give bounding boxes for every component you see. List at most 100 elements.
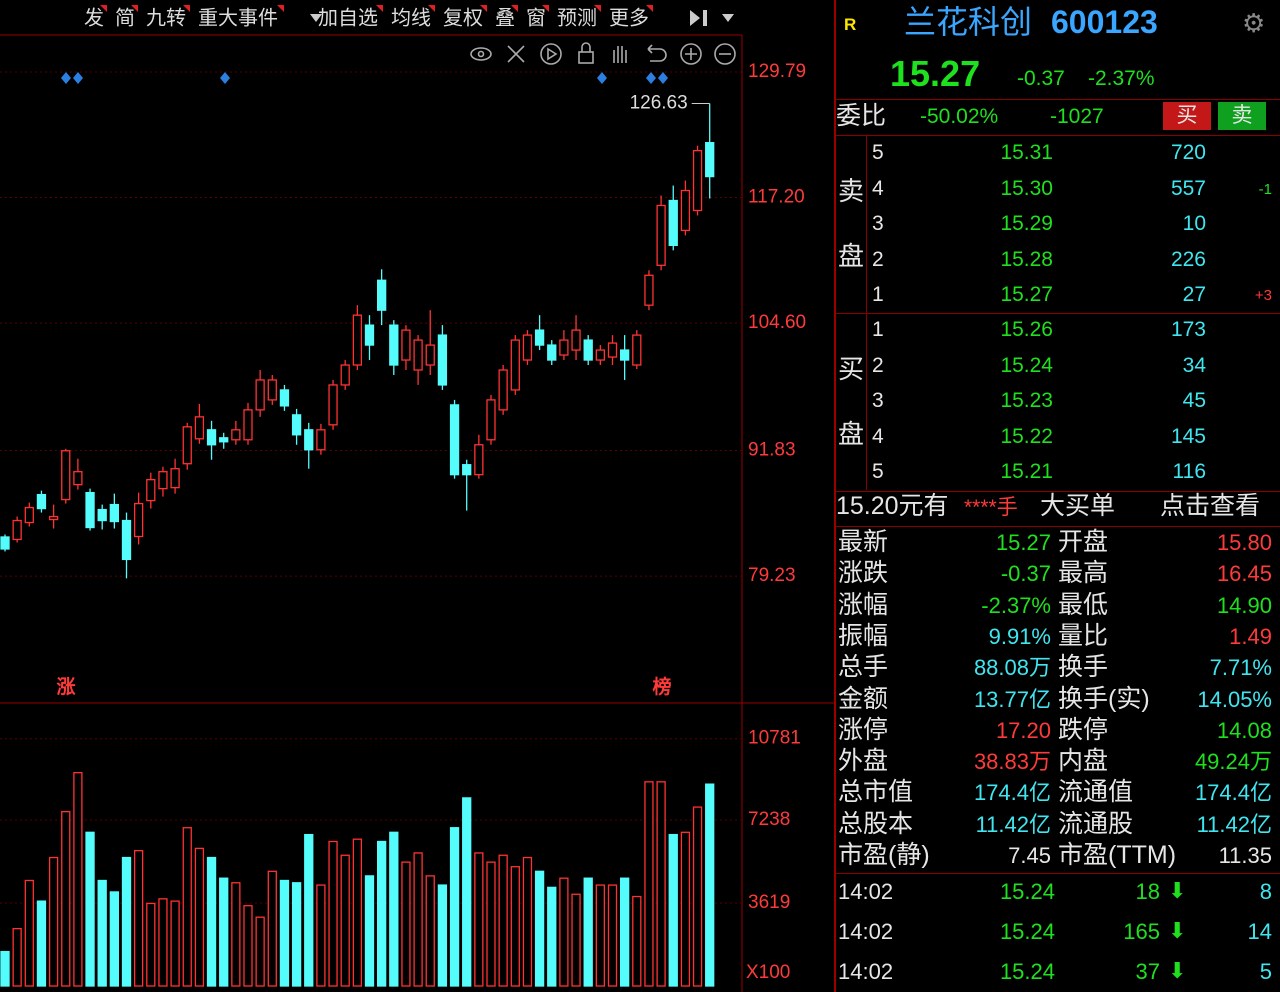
volume-bar (449, 827, 460, 987)
big-order[interactable]: 点击查看 (1160, 492, 1261, 520)
toolbar-item[interactable]: 简 (115, 6, 135, 29)
stat-label: 量比 (1058, 621, 1109, 650)
sell-button[interactable]: 卖 (1218, 102, 1266, 130)
buy-button[interactable]: 买 (1163, 102, 1211, 130)
order-volume: 45 (1182, 389, 1206, 412)
volume-bar (158, 898, 168, 987)
stat-value: -2.37% (981, 592, 1051, 618)
stat-value: 15.80 (1216, 530, 1272, 555)
order-price: 15.21 (1000, 460, 1053, 483)
order-volume: 145 (1170, 424, 1206, 448)
toolbar-item[interactable]: 均线 (391, 6, 431, 29)
order-price: 15.31 (1000, 141, 1053, 164)
stat-label: 市盈(TTM) (1058, 841, 1177, 869)
toolbar-flag (428, 5, 435, 12)
volume-bar (498, 854, 508, 987)
stat-label: 跌停 (1058, 715, 1109, 744)
toolbar-item[interactable]: 更多 (609, 6, 649, 29)
candle-body (121, 519, 132, 561)
y-tick-label: 91.83 (748, 439, 796, 460)
tick-price: 15.24 (999, 919, 1055, 944)
chart-tools[interactable] (470, 42, 736, 65)
level: 5 (872, 460, 884, 483)
separator (836, 526, 1280, 527)
down-arrow: ⬇ (1168, 918, 1187, 943)
toolbar-item[interactable]: 复权 (443, 6, 483, 29)
volume-bar (316, 884, 326, 987)
volume-bar (182, 827, 192, 987)
stat-value: 11.42亿 (1196, 811, 1272, 837)
stat-value: 88.08万 (973, 655, 1051, 681)
toolbar-flag (100, 5, 107, 12)
volume-bar (680, 831, 691, 987)
annotation: 涨 (56, 676, 75, 698)
stat-label: 振幅 (838, 621, 889, 650)
volume-bar (364, 875, 375, 987)
candle-body (146, 479, 156, 502)
candle-body (206, 429, 217, 446)
separator (836, 99, 1280, 100)
level: 3 (872, 212, 884, 235)
toolbar-item[interactable]: 发 (84, 6, 104, 29)
candle-body (97, 508, 107, 522)
stat-value: 17.20 (995, 717, 1051, 743)
candle-body (194, 416, 205, 440)
order-volume: 226 (1170, 247, 1206, 271)
toolbar-item[interactable]: 加自选 (318, 6, 378, 29)
stat-value: 7.71% (1209, 655, 1272, 681)
stat-label: 总股本 (838, 809, 914, 838)
volume-bar (705, 783, 715, 987)
volume-bar (425, 875, 435, 987)
candle-body (389, 324, 399, 366)
big-order: 大买单 (1040, 492, 1116, 520)
order-volume: 720 (1170, 141, 1206, 164)
side-label: 买 (838, 354, 865, 384)
candle-body (644, 274, 654, 306)
volume-bar (48, 856, 59, 987)
order-price: 15.23 (1000, 389, 1053, 412)
stat-label: 外盘 (838, 747, 889, 776)
quote-panel: R 兰花科创 600123 ⚙ 15.27 -0.37 -2.37% 委比 -50.02% -10… (836, 0, 1280, 992)
order-price: 15.30 (1000, 176, 1053, 200)
tick-price: 15.24 (999, 959, 1055, 984)
candle-body (316, 429, 326, 451)
volume-bar (692, 806, 703, 987)
candle-body (534, 329, 545, 346)
volume-bar (255, 916, 265, 987)
candle-body (376, 279, 387, 311)
side-label: 盘 (838, 241, 865, 271)
stat-value: 174.4亿 (973, 780, 1051, 806)
candle-body (36, 493, 47, 510)
candle-body (559, 339, 569, 356)
candle-body (291, 414, 302, 436)
volume-bar (389, 831, 399, 987)
separator (836, 873, 1280, 874)
toolbar-item[interactable]: 叠 (495, 6, 515, 29)
toolbar-item[interactable]: 预测 (557, 6, 597, 29)
toolbar-item[interactable]: 重大事件 (198, 6, 278, 29)
stat-value: -0.37 (1000, 561, 1051, 587)
volume-bar (668, 833, 678, 987)
volume-bar (352, 838, 363, 987)
candle-body (449, 404, 460, 476)
volume-bar (571, 893, 581, 987)
toolbar-item[interactable]: 九转 (146, 6, 186, 29)
candle-body (692, 150, 703, 212)
stat-label: 流通值 (1058, 778, 1134, 807)
order-change: +3 (1254, 287, 1272, 304)
volume-bar (413, 852, 423, 987)
separator (866, 135, 867, 490)
settings-icon[interactable]: ⚙ (1242, 8, 1266, 38)
toolbar-flag (131, 5, 138, 12)
price-change: -0.37 (1017, 67, 1065, 90)
change-pct: -2.37% (1088, 67, 1155, 90)
tick-volume: 37 (1135, 959, 1160, 984)
toolbar-item[interactable]: 窗 (526, 6, 546, 29)
annotation: 榜 (652, 675, 671, 698)
toolbar-icons[interactable] (310, 10, 734, 26)
candle-body (255, 379, 265, 411)
volume-bar (206, 856, 217, 987)
candle-body (607, 342, 618, 358)
candle-body (413, 339, 423, 371)
volume-bar (437, 884, 448, 987)
